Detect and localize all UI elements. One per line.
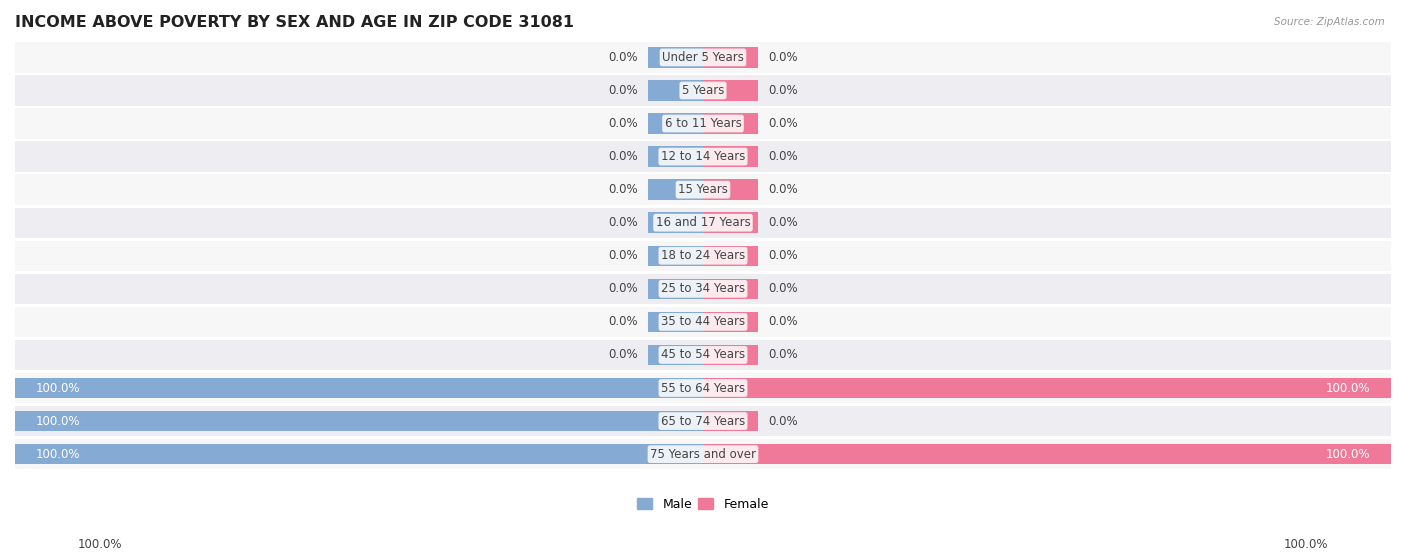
- Text: 0.0%: 0.0%: [607, 249, 638, 262]
- Bar: [648, 179, 703, 200]
- Text: 0.0%: 0.0%: [607, 150, 638, 163]
- Text: 16 and 17 Years: 16 and 17 Years: [655, 216, 751, 229]
- Text: 100.0%: 100.0%: [77, 538, 122, 551]
- Bar: [15, 444, 703, 465]
- Text: 0.0%: 0.0%: [768, 84, 799, 97]
- Text: 5 Years: 5 Years: [682, 84, 724, 97]
- Bar: [15, 406, 1391, 436]
- Text: 0.0%: 0.0%: [607, 51, 638, 64]
- Text: 55 to 64 Years: 55 to 64 Years: [661, 381, 745, 395]
- Text: 15 Years: 15 Years: [678, 183, 728, 196]
- Bar: [15, 141, 1391, 172]
- Text: 0.0%: 0.0%: [607, 282, 638, 295]
- Bar: [703, 444, 1391, 465]
- Bar: [703, 47, 758, 68]
- Text: 0.0%: 0.0%: [607, 84, 638, 97]
- Bar: [15, 439, 1391, 470]
- Text: 0.0%: 0.0%: [768, 315, 799, 328]
- Bar: [15, 108, 1391, 139]
- Bar: [703, 113, 758, 134]
- Text: 35 to 44 Years: 35 to 44 Years: [661, 315, 745, 328]
- Text: INCOME ABOVE POVERTY BY SEX AND AGE IN ZIP CODE 31081: INCOME ABOVE POVERTY BY SEX AND AGE IN Z…: [15, 15, 574, 30]
- Bar: [15, 378, 703, 398]
- Bar: [703, 311, 758, 332]
- Text: 0.0%: 0.0%: [768, 183, 799, 196]
- Text: 100.0%: 100.0%: [35, 448, 80, 461]
- Bar: [703, 146, 758, 167]
- Bar: [15, 240, 1391, 271]
- Bar: [703, 179, 758, 200]
- Bar: [648, 47, 703, 68]
- Bar: [15, 75, 1391, 106]
- Text: 0.0%: 0.0%: [607, 216, 638, 229]
- Bar: [648, 212, 703, 233]
- Bar: [648, 278, 703, 299]
- Text: 0.0%: 0.0%: [607, 348, 638, 362]
- Text: 0.0%: 0.0%: [607, 315, 638, 328]
- Text: 45 to 54 Years: 45 to 54 Years: [661, 348, 745, 362]
- Bar: [15, 207, 1391, 238]
- Legend: Male, Female: Male, Female: [633, 493, 773, 516]
- Text: 0.0%: 0.0%: [768, 150, 799, 163]
- Text: 0.0%: 0.0%: [607, 117, 638, 130]
- Text: 0.0%: 0.0%: [768, 415, 799, 428]
- Text: 65 to 74 Years: 65 to 74 Years: [661, 415, 745, 428]
- Bar: [15, 411, 703, 432]
- Text: 0.0%: 0.0%: [768, 117, 799, 130]
- Text: 100.0%: 100.0%: [1326, 381, 1371, 395]
- Text: 0.0%: 0.0%: [768, 51, 799, 64]
- Bar: [15, 174, 1391, 205]
- Text: 12 to 14 Years: 12 to 14 Years: [661, 150, 745, 163]
- Text: 0.0%: 0.0%: [768, 282, 799, 295]
- Text: 0.0%: 0.0%: [768, 348, 799, 362]
- Bar: [648, 80, 703, 101]
- Text: 0.0%: 0.0%: [768, 249, 799, 262]
- Bar: [15, 307, 1391, 337]
- Bar: [15, 273, 1391, 304]
- Bar: [648, 113, 703, 134]
- Text: 25 to 34 Years: 25 to 34 Years: [661, 282, 745, 295]
- Text: 0.0%: 0.0%: [607, 183, 638, 196]
- Text: 6 to 11 Years: 6 to 11 Years: [665, 117, 741, 130]
- Bar: [703, 245, 758, 266]
- Text: 0.0%: 0.0%: [768, 216, 799, 229]
- Bar: [648, 146, 703, 167]
- Bar: [703, 411, 758, 432]
- Bar: [703, 212, 758, 233]
- Text: 100.0%: 100.0%: [1326, 448, 1371, 461]
- Bar: [703, 345, 758, 365]
- Bar: [648, 245, 703, 266]
- Bar: [15, 340, 1391, 370]
- Text: Source: ZipAtlas.com: Source: ZipAtlas.com: [1274, 17, 1385, 27]
- Text: Under 5 Years: Under 5 Years: [662, 51, 744, 64]
- Bar: [648, 311, 703, 332]
- Bar: [15, 42, 1391, 73]
- Bar: [703, 80, 758, 101]
- Text: 75 Years and over: 75 Years and over: [650, 448, 756, 461]
- Text: 100.0%: 100.0%: [35, 381, 80, 395]
- Bar: [703, 378, 1391, 398]
- Bar: [703, 278, 758, 299]
- Bar: [648, 345, 703, 365]
- Text: 100.0%: 100.0%: [1284, 538, 1329, 551]
- Text: 100.0%: 100.0%: [35, 415, 80, 428]
- Bar: [15, 373, 1391, 403]
- Text: 18 to 24 Years: 18 to 24 Years: [661, 249, 745, 262]
